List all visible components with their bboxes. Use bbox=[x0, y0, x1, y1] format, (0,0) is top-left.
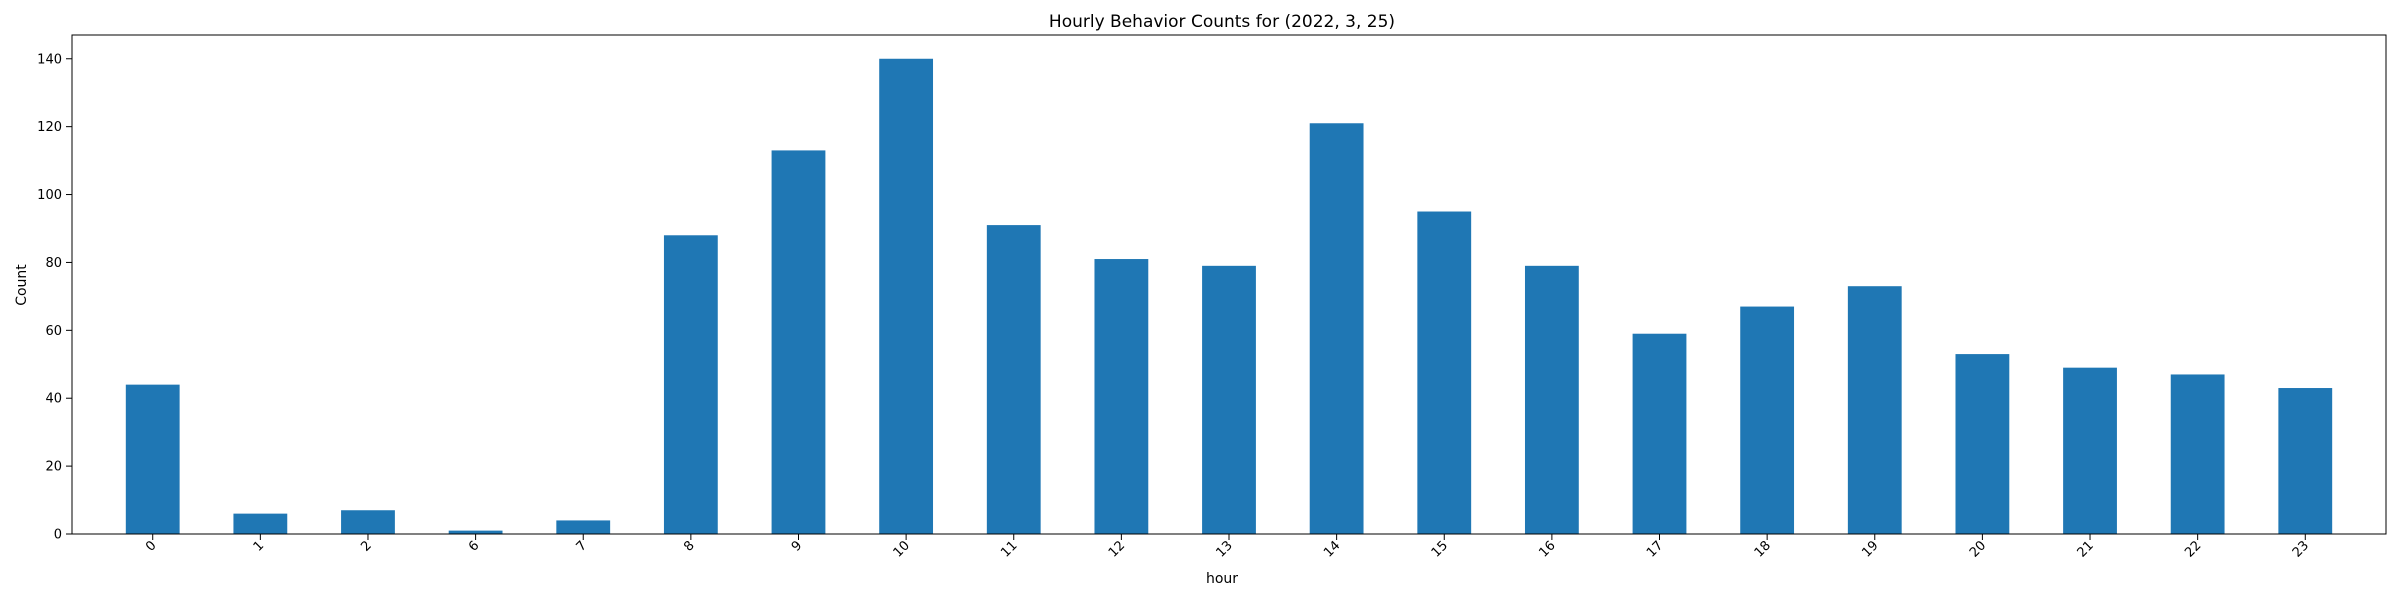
bar-hour-8 bbox=[663, 235, 718, 534]
bar-hour-22 bbox=[2170, 374, 2225, 534]
bar-hour-23 bbox=[2278, 388, 2333, 534]
bar-hour-16 bbox=[1524, 265, 1579, 534]
y-tick-label: 140 bbox=[37, 52, 62, 67]
bar-hour-0 bbox=[125, 384, 180, 534]
y-axis-label: Count bbox=[14, 264, 30, 306]
bar-hour-10 bbox=[879, 58, 934, 534]
bar-hour-17 bbox=[1632, 333, 1687, 534]
bar-hour-21 bbox=[2063, 367, 2117, 534]
bars-group bbox=[125, 58, 2333, 534]
bar-hour-7 bbox=[556, 520, 611, 534]
bar-hour-14 bbox=[1309, 123, 1364, 534]
bar-hour-20 bbox=[1955, 354, 2010, 534]
y-axis: 0 20 40 60 80 100 120 140 bbox=[37, 52, 72, 543]
bar-hour-12 bbox=[1094, 259, 1149, 534]
bar-hour-2 bbox=[341, 510, 395, 534]
y-tick-label: 60 bbox=[45, 324, 62, 339]
bar-hour-9 bbox=[771, 150, 826, 534]
x-axis-label: hour bbox=[1206, 571, 1238, 587]
bar-hour-15 bbox=[1417, 211, 1472, 534]
bar-hour-11 bbox=[986, 225, 1041, 534]
bar-hour-1 bbox=[233, 513, 288, 534]
y-tick-label: 120 bbox=[37, 120, 62, 135]
y-tick-label: 80 bbox=[45, 256, 62, 271]
y-tick-label: 20 bbox=[45, 460, 62, 475]
bar-hour-18 bbox=[1740, 306, 1795, 534]
plot-frame bbox=[71, 34, 2387, 535]
chart-title: Hourly Behavior Counts for (2022, 3, 25) bbox=[1049, 12, 1395, 32]
bar-hour-19 bbox=[1847, 286, 1902, 534]
y-tick-label: 100 bbox=[37, 188, 62, 203]
y-tick-label: 0 bbox=[54, 528, 62, 543]
y-tick-label: 40 bbox=[45, 392, 62, 407]
bar-hour-13 bbox=[1202, 265, 1256, 534]
bar-hour-6 bbox=[448, 530, 503, 534]
